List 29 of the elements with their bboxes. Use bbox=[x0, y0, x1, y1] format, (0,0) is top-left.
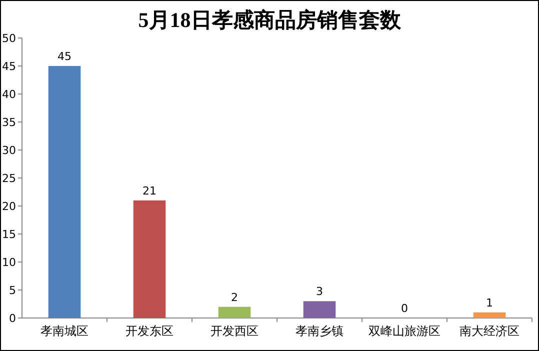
x-tick-label: 开发东区 bbox=[126, 324, 174, 338]
y-tick-label: 15 bbox=[2, 228, 16, 241]
data-label: 45 bbox=[58, 50, 72, 63]
y-tick-label: 25 bbox=[2, 172, 16, 185]
y-tick-label: 5 bbox=[9, 284, 16, 297]
y-tick-label: 30 bbox=[2, 144, 16, 157]
x-tick-label: 南大经济区 bbox=[460, 324, 520, 338]
data-label: 2 bbox=[231, 290, 238, 304]
y-tick-label: 0 bbox=[9, 312, 16, 325]
y-tick-label: 20 bbox=[2, 200, 16, 213]
x-tick-label: 双峰山旅游区 bbox=[368, 324, 440, 338]
bar bbox=[473, 312, 506, 318]
y-tick-label: 35 bbox=[2, 116, 16, 129]
chart-title: 5月18日孝感商品房销售套数 bbox=[138, 8, 402, 32]
bar bbox=[303, 301, 336, 318]
data-label: 3 bbox=[316, 285, 323, 298]
x-tick-label: 孝南乡镇 bbox=[296, 324, 344, 338]
data-label: 1 bbox=[486, 296, 493, 310]
bar bbox=[48, 66, 81, 318]
y-tick-label: 10 bbox=[2, 256, 16, 269]
data-label: 0 bbox=[401, 302, 408, 315]
y-tick-label: 45 bbox=[2, 60, 16, 73]
y-tick-label: 40 bbox=[2, 88, 16, 101]
y-tick-label: 50 bbox=[2, 32, 16, 45]
x-tick-label: 孝南城区 bbox=[40, 324, 88, 338]
x-tick-label: 开发西区 bbox=[210, 324, 258, 338]
bar bbox=[133, 200, 166, 318]
bar bbox=[218, 306, 251, 318]
data-label: 21 bbox=[142, 184, 156, 198]
